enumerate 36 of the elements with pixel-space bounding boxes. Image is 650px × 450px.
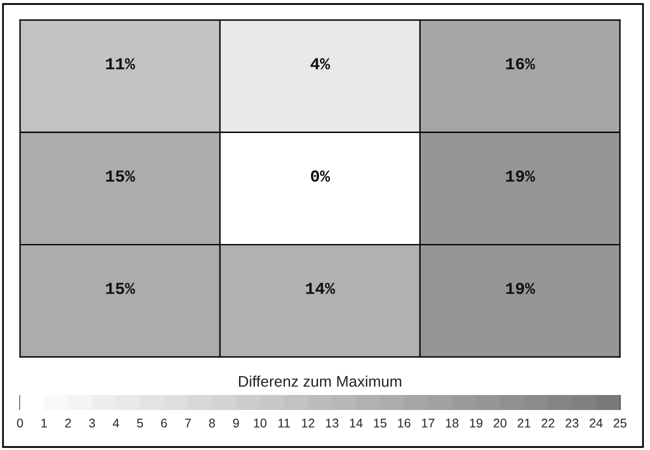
color-bar-label: 18: [446, 418, 458, 428]
color-bar-label: 9: [233, 418, 239, 428]
color-bar-label: 11: [278, 418, 290, 428]
color-bar-label: 17: [422, 418, 434, 428]
color-bar-label: 7: [185, 418, 191, 428]
color-bar-title: Differenz zum Maximum: [239, 376, 402, 387]
color-bar-label: 13: [326, 418, 338, 428]
color-bar-label: 12: [302, 418, 314, 428]
color-bar-label: 6: [161, 418, 167, 428]
color-bar-label: 1: [41, 418, 47, 428]
color-bar-label: 21: [518, 418, 530, 428]
data-label: 14%: [306, 282, 336, 294]
data-label: 15%: [106, 282, 136, 294]
color-bar-label: 24: [590, 418, 603, 428]
color-bar-label: 10: [254, 418, 266, 428]
color-bar-label: 4: [112, 418, 120, 428]
data-label: 0%: [310, 170, 330, 182]
color-bar-label: 16: [398, 418, 410, 428]
color-bar-label: 23: [566, 418, 578, 428]
color-bar-label: 25: [614, 418, 626, 428]
data-label: 16%: [506, 58, 536, 70]
color-bar-label: 5: [137, 418, 143, 428]
color-bar-label: 2: [65, 418, 71, 428]
color-bar-label: 20: [494, 418, 506, 428]
data-label: 19%: [506, 282, 536, 294]
color-bar-label: 8: [209, 418, 215, 428]
data-label: 11%: [106, 58, 136, 70]
color-bar-label: 0: [17, 418, 23, 428]
color-bar-label: 3: [89, 418, 95, 428]
data-label: 4%: [310, 58, 330, 70]
data-label: 19%: [506, 170, 536, 182]
color-bar-label: 19: [470, 418, 482, 428]
color-bar-label: 14: [350, 418, 363, 428]
data-label: 15%: [106, 170, 136, 182]
color-bar-label: 15: [374, 418, 386, 428]
color-bar-label: 22: [542, 418, 554, 428]
